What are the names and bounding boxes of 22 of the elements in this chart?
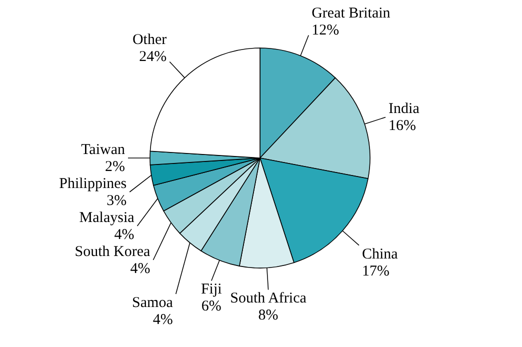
data-label: 2% (105, 159, 125, 175)
slice-label: Fiji (200, 282, 222, 298)
slice-label: Taiwan (81, 142, 126, 158)
slice-label: South Korea (74, 244, 151, 260)
data-label: 12% (312, 22, 340, 38)
data-label: 24% (139, 48, 167, 65)
slice-label: Great Britain (312, 5, 391, 22)
slice-label: South Africa (230, 290, 307, 307)
data-label: 4% (152, 312, 173, 328)
slice-label: India (388, 101, 420, 118)
data-label: 6% (201, 298, 222, 315)
slice-label: China (362, 246, 398, 262)
data-label: 16% (388, 118, 416, 134)
data-label: 8% (258, 308, 278, 324)
slice-label: Samoa (132, 295, 174, 311)
data-label: 4% (114, 227, 134, 243)
slice-label: Other (132, 32, 167, 48)
slice-label: Philippines (59, 176, 127, 192)
data-label: 17% (362, 263, 390, 280)
slice-label: Malaysia (79, 210, 135, 226)
data-label: 4% (130, 261, 150, 277)
data-label: 3% (106, 193, 127, 209)
